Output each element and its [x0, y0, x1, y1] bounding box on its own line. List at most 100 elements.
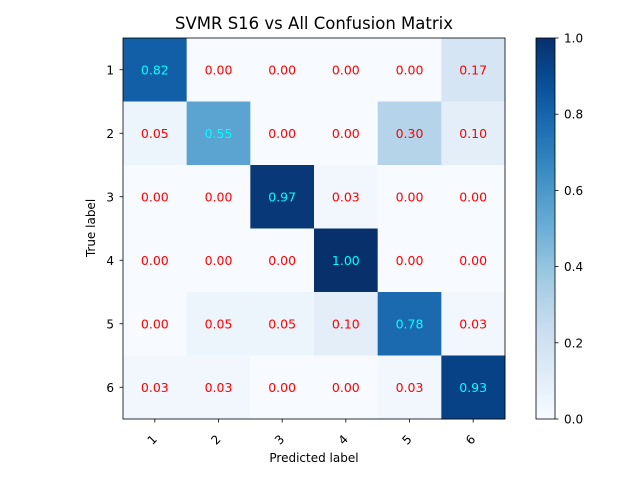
cell-value-label: 0.00 — [268, 253, 296, 268]
cell-value-label: 0.82 — [141, 62, 169, 77]
cell-value-label: 0.03 — [332, 189, 360, 204]
x-tick-label: 3 — [272, 432, 287, 447]
cell-value-label: 0.00 — [268, 380, 296, 395]
matrix-cell — [123, 355, 188, 420]
cell-value-label: 0.78 — [396, 316, 424, 331]
x-tick-label: 2 — [208, 432, 223, 447]
cell-value-label: 0.00 — [459, 189, 487, 204]
cell-value-label: 0.00 — [268, 62, 296, 77]
cell-value-label: 0.03 — [396, 380, 424, 395]
colorbar — [535, 37, 556, 420]
y-tick-label: 1 — [106, 63, 114, 77]
matrix-cell — [441, 228, 506, 293]
cell-value-label: 0.00 — [332, 62, 360, 77]
matrix-cell — [250, 292, 315, 356]
cell-value-label: 0.05 — [141, 126, 169, 141]
cell-value-label: 0.00 — [141, 316, 169, 331]
matrix-cell — [250, 101, 315, 166]
cell-value-label: 0.00 — [268, 126, 296, 141]
y-axis-label: True label — [84, 199, 98, 258]
x-tick-label: 5 — [399, 432, 414, 447]
matrix-cell — [377, 165, 442, 229]
x-tick-label: 4 — [336, 432, 351, 447]
cell-value-label: 0.00 — [205, 253, 233, 268]
cell-value-label: 0.03 — [141, 380, 169, 395]
cell-value-label: 0.93 — [459, 380, 487, 395]
colorbar-tick-label: 0.0 — [564, 413, 583, 427]
y-tick-label: 5 — [106, 317, 114, 331]
matrix-cell — [186, 355, 251, 420]
cell-value-label: 0.10 — [332, 316, 360, 331]
matrix-cell — [123, 38, 188, 102]
matrix-cell — [377, 38, 442, 102]
matrix-cell — [441, 165, 506, 229]
matrix-cell — [186, 101, 251, 166]
x-tick-label: 6 — [463, 432, 478, 447]
cell-value-label: 0.55 — [205, 126, 233, 141]
cell-value-label: 1.00 — [332, 253, 360, 268]
matrix-cell — [377, 355, 442, 420]
matrix-cell — [441, 101, 506, 166]
y-tick-label: 6 — [106, 381, 114, 395]
matrix-cell — [186, 228, 251, 293]
matrix-cell — [250, 355, 315, 420]
matrix-cell — [186, 165, 251, 229]
cell-value-label: 0.00 — [332, 126, 360, 141]
matrix-cell — [314, 165, 379, 229]
matrix-cell — [123, 292, 188, 356]
matrix-cell — [377, 228, 442, 293]
y-tick-label: 2 — [106, 127, 114, 141]
matrix-cell — [377, 101, 442, 166]
matrix-cell — [250, 165, 315, 229]
matrix-frame — [122, 37, 506, 420]
matrix-cell — [123, 165, 188, 229]
colorbar-tick-label: 0.4 — [564, 260, 583, 274]
cell-value-label: 0.00 — [396, 189, 424, 204]
y-tick-label: 3 — [106, 190, 114, 204]
cell-value-label: 0.17 — [459, 62, 487, 77]
chart-title: SVMR S16 vs All Confusion Matrix — [175, 14, 453, 33]
cell-value-label: 0.05 — [205, 316, 233, 331]
cell-value-label: 0.10 — [459, 126, 487, 141]
matrix-cell — [314, 38, 379, 102]
x-axis-ticks: 1 2 3 4 5 6 — [145, 419, 478, 448]
matrix-cell-labels: 0.82 0.00 0.00 0.00 0.00 0.17 0.05 0.55 0.00 0.00… — [141, 62, 487, 395]
matrix-cell — [186, 292, 251, 356]
cell-value-label: 0.00 — [459, 253, 487, 268]
cell-value-label: 0.00 — [205, 62, 233, 77]
cell-value-label: 0.03 — [205, 380, 233, 395]
colorbar-tick-label: 0.6 — [564, 184, 583, 198]
cell-value-label: 0.00 — [396, 62, 424, 77]
colorbar-tick-label: 0.2 — [564, 336, 583, 350]
matrix-cell — [186, 38, 251, 102]
matrix-cell — [314, 292, 379, 356]
matrix-cell — [314, 101, 379, 166]
y-axis-ticks: 1 2 3 4 5 6 — [106, 63, 123, 395]
x-axis-label: Predicted label — [269, 451, 358, 465]
cell-value-label: 0.00 — [396, 253, 424, 268]
matrix-cell — [441, 292, 506, 356]
matrix-cell — [123, 228, 188, 293]
matrix-cell — [250, 38, 315, 102]
matrix-cell — [123, 101, 188, 166]
colorbar-tick-label: 1.0 — [564, 32, 583, 46]
cell-value-label: 0.00 — [141, 253, 169, 268]
cell-value-label: 0.00 — [332, 380, 360, 395]
x-tick-label: 1 — [145, 432, 160, 447]
cell-value-label: 0.05 — [268, 316, 296, 331]
cell-value-label: 0.30 — [396, 126, 424, 141]
matrix-cell — [250, 228, 315, 293]
cell-value-label: 0.00 — [141, 189, 169, 204]
matrix-cell — [377, 292, 442, 356]
colorbar-ticks: 0.0 0.2 0.4 0.6 0.8 1.0 — [555, 32, 583, 427]
matrix-cell — [441, 355, 506, 420]
matrix-cells — [123, 38, 506, 420]
matrix-cell — [314, 355, 379, 420]
matrix-cell — [441, 38, 506, 102]
y-tick-label: 4 — [106, 254, 114, 268]
cell-value-label: 0.00 — [205, 189, 233, 204]
matrix-cell — [314, 228, 379, 293]
cell-value-label: 0.03 — [459, 316, 487, 331]
cell-value-label: 0.97 — [268, 189, 296, 204]
